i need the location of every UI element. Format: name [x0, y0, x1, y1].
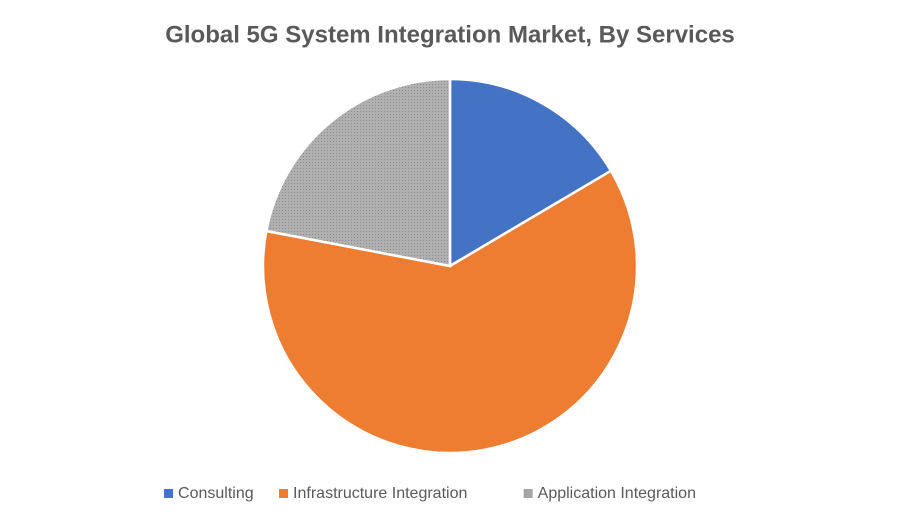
legend-swatch: [279, 489, 289, 498]
chart-title: Global 5G System Integration Market, By …: [165, 21, 735, 48]
legend-label: Consulting: [178, 485, 254, 502]
legend-label: Infrastructure Integration: [293, 485, 467, 502]
legend-swatch: [164, 489, 174, 498]
pie-slice: [264, 77, 452, 268]
pie-slice: [448, 77, 613, 269]
legend-swatch: [523, 489, 533, 498]
pie-slice: [261, 169, 639, 455]
legend-label: Application Integration: [538, 485, 696, 502]
